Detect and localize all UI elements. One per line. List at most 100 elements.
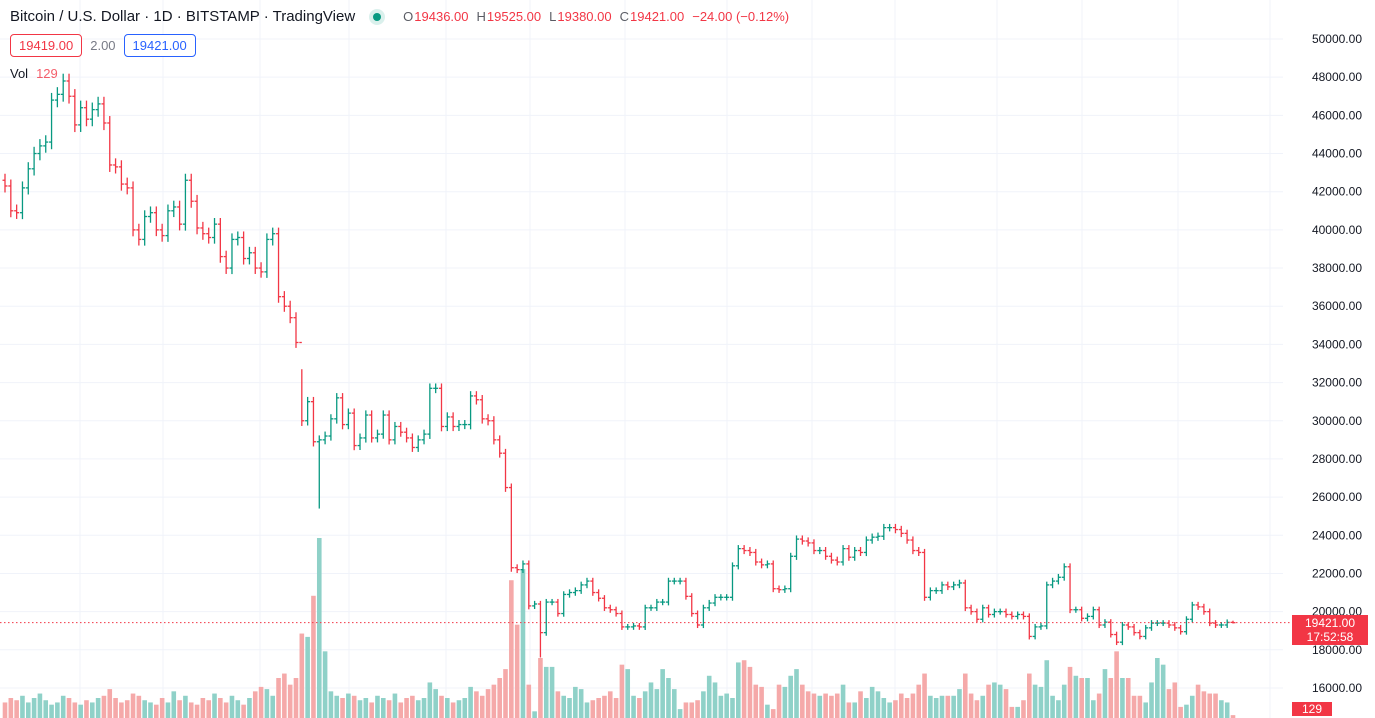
volume-bar bbox=[543, 666, 549, 718]
bar-countdown: 17:52:58 bbox=[1306, 629, 1354, 644]
volume-bar bbox=[1085, 678, 1090, 718]
ohlc-bar bbox=[607, 604, 613, 613]
ohlc-bar bbox=[49, 92, 55, 150]
volume-bar bbox=[1166, 689, 1172, 718]
ohlc-bar bbox=[1015, 611, 1021, 620]
ohlc-bar bbox=[1119, 622, 1125, 646]
ohlc-bar bbox=[910, 536, 916, 555]
ohlc-bar bbox=[951, 581, 957, 591]
volume-bar bbox=[206, 700, 211, 718]
volume-bar bbox=[846, 702, 852, 718]
volume-bar bbox=[101, 695, 107, 718]
ohlc-bar bbox=[671, 577, 677, 585]
ohlc-bar bbox=[956, 579, 962, 589]
symbol-title[interactable]: Bitcoin / U.S. Dollar · 1D · BITSTAMP · … bbox=[10, 8, 356, 25]
y-tick-label: 16000.00 bbox=[1312, 681, 1362, 695]
ohlc-bar bbox=[479, 395, 485, 424]
ohlc-bar bbox=[986, 604, 992, 618]
volume-bar bbox=[1184, 704, 1189, 718]
volume-bar bbox=[1102, 669, 1108, 718]
volume-bar bbox=[962, 673, 968, 718]
volume-bar bbox=[497, 678, 502, 718]
volume-bar bbox=[532, 711, 537, 718]
change-value: −24.00 (−0.12%) bbox=[692, 9, 790, 24]
ohlc-bar bbox=[1172, 622, 1178, 631]
volume-bar bbox=[741, 660, 747, 718]
ohlc-bar bbox=[421, 429, 427, 445]
ohlc-bar bbox=[939, 581, 945, 594]
volume-bar bbox=[229, 695, 235, 718]
volume-bar bbox=[910, 693, 916, 718]
y-tick-label: 30000.00 bbox=[1312, 414, 1362, 428]
market-status-dot-icon[interactable] bbox=[373, 12, 382, 21]
volume-bar bbox=[677, 709, 683, 718]
ohlc-bar bbox=[642, 604, 648, 630]
volume-bar bbox=[1230, 715, 1236, 718]
high-value: 19525.00 bbox=[486, 9, 542, 24]
ohlc-bar bbox=[113, 158, 119, 174]
ohlc-bar bbox=[8, 179, 14, 218]
ohlc-bar bbox=[578, 581, 584, 594]
ohlc-bar bbox=[287, 300, 293, 324]
volume-bar bbox=[660, 669, 665, 718]
volume-bar bbox=[666, 678, 671, 718]
volume-bar bbox=[549, 666, 555, 718]
volume-bar bbox=[520, 569, 526, 718]
y-tick-label: 40000.00 bbox=[1312, 223, 1362, 237]
y-tick-label: 34000.00 bbox=[1312, 337, 1362, 351]
volume-legend[interactable]: Vol 129 bbox=[10, 66, 58, 81]
price-axis[interactable]: 50000.00 48000.00 46000.00 44000.00 42000.00… bbox=[1312, 32, 1362, 695]
volume-bars bbox=[2, 538, 1236, 718]
y-tick-label: 48000.00 bbox=[1312, 70, 1362, 84]
ohlc-bar bbox=[665, 577, 671, 606]
ohlc-bar bbox=[799, 535, 805, 545]
volume-bar bbox=[1032, 684, 1038, 718]
y-tick-label: 42000.00 bbox=[1312, 185, 1362, 199]
volume-bar bbox=[642, 691, 648, 718]
volume-bar bbox=[759, 686, 764, 718]
close-value: 19421.00 bbox=[630, 9, 685, 24]
volume-bar bbox=[43, 700, 49, 718]
ohlc-bar bbox=[1207, 608, 1213, 627]
ohlc-bar bbox=[724, 594, 730, 601]
volume-bar bbox=[701, 691, 706, 718]
ohlc-bar bbox=[875, 532, 881, 541]
ohlc-bar bbox=[398, 421, 404, 437]
ohlc-bar bbox=[601, 595, 607, 611]
ohlc-bar bbox=[660, 598, 666, 606]
ohlc-bar bbox=[613, 606, 619, 617]
ohlc-bar bbox=[130, 181, 136, 237]
volume-bar bbox=[1137, 695, 1143, 718]
ohlc-bar bbox=[526, 560, 532, 610]
volume-bar bbox=[1160, 664, 1166, 718]
ohlc-bar bbox=[60, 73, 66, 102]
volume-bar bbox=[671, 689, 677, 718]
volume-bar bbox=[1096, 693, 1102, 718]
spread-value: 2.00 bbox=[90, 38, 116, 53]
y-tick-label: 26000.00 bbox=[1312, 490, 1362, 504]
ohlc-bar bbox=[177, 200, 183, 231]
ohlc-bar bbox=[31, 146, 37, 176]
ohlc-bar bbox=[380, 410, 386, 439]
ohlc-bar bbox=[683, 577, 689, 600]
volume-bar bbox=[264, 689, 270, 718]
y-tick-label: 18000.00 bbox=[1312, 643, 1362, 657]
volume-bar bbox=[462, 698, 468, 718]
volume-bar bbox=[939, 695, 945, 718]
volume-bar bbox=[380, 698, 386, 718]
ohlc-bar bbox=[188, 173, 194, 208]
ohlc-bar bbox=[735, 545, 741, 570]
volume-bar bbox=[596, 698, 601, 718]
volume-bar bbox=[869, 686, 875, 718]
volume-bar bbox=[625, 669, 631, 718]
volume-bar bbox=[154, 704, 159, 718]
volume-bar bbox=[718, 695, 724, 718]
volume-bar bbox=[89, 702, 95, 718]
sell-button[interactable]: 19419.00 bbox=[10, 34, 83, 57]
ohlc-bar bbox=[363, 410, 369, 443]
volume-bar bbox=[980, 695, 986, 718]
volume-bar bbox=[165, 702, 171, 718]
ohlc-bar bbox=[310, 396, 316, 447]
buy-button[interactable]: 19421.00 bbox=[123, 34, 196, 57]
